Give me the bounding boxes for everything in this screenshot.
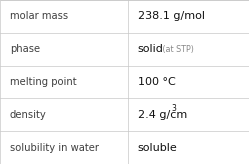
Text: phase: phase: [10, 44, 40, 54]
Text: solid: solid: [138, 44, 164, 54]
Text: (at STP): (at STP): [160, 45, 193, 54]
Text: 100 °C: 100 °C: [138, 77, 176, 87]
Text: 238.1 g/mol: 238.1 g/mol: [138, 11, 205, 21]
Text: molar mass: molar mass: [10, 11, 68, 21]
Text: melting point: melting point: [10, 77, 77, 87]
Text: density: density: [10, 110, 47, 120]
Text: soluble: soluble: [138, 143, 178, 153]
Text: solubility in water: solubility in water: [10, 143, 99, 153]
Text: 2.4 g/cm: 2.4 g/cm: [138, 110, 187, 120]
Text: 3: 3: [171, 104, 176, 113]
